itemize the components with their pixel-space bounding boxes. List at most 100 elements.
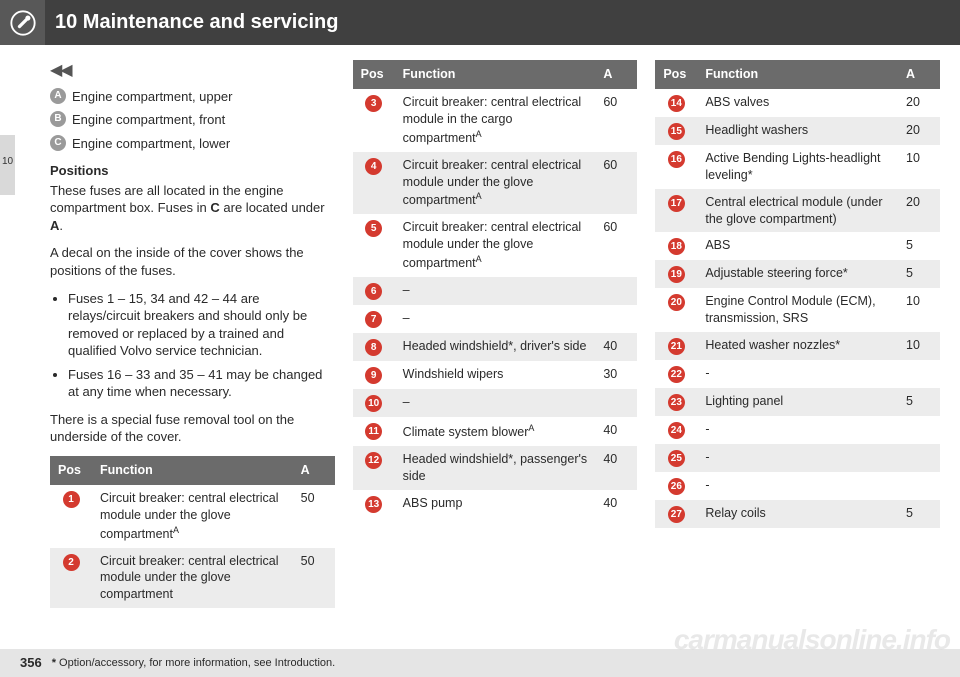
pos-number-icon: 2 <box>63 554 80 571</box>
header-title: 10 Maintenance and servicing <box>45 9 338 36</box>
list-item: Fuses 16 – 33 and 35 – 41 may be changed… <box>68 366 335 401</box>
amp-cell <box>898 444 940 472</box>
func-cell: Windshield wipers <box>395 361 596 389</box>
table-row: 11Climate system blowerA40 <box>353 417 638 446</box>
pos-number-icon: 9 <box>365 367 382 384</box>
amp-cell: 10 <box>898 145 940 189</box>
th-amp: A <box>898 60 940 89</box>
th-amp: A <box>293 456 335 485</box>
column-2: Pos Function A 3 Circuit breaker: central… <box>353 60 638 627</box>
positions-intro-b: are located under <box>220 200 325 215</box>
pos-cell: 6 <box>353 277 395 305</box>
key-text: Engine compartment, upper <box>72 88 232 106</box>
pos-number-icon: 21 <box>668 338 685 355</box>
pos-cell: 17 <box>655 189 697 233</box>
key-text: Engine compartment, front <box>72 111 225 129</box>
amp-cell: 10 <box>898 288 940 332</box>
func-cell: – <box>395 305 596 333</box>
amp-cell: 20 <box>898 89 940 117</box>
chapter-tab: 10 <box>0 135 15 195</box>
func-cell: ABS pump <box>395 490 596 518</box>
table-row: 10– <box>353 389 638 417</box>
th-pos: Pos <box>353 60 395 89</box>
pos-cell: 22 <box>655 360 697 388</box>
pos-cell: 21 <box>655 332 697 360</box>
func-cell: Circuit breaker: central electrical modu… <box>92 485 293 548</box>
table-row: 25- <box>655 444 940 472</box>
amp-cell: 5 <box>898 388 940 416</box>
table-row: 20Engine Control Module (ECM), transmiss… <box>655 288 940 332</box>
pos-cell: 8 <box>353 333 395 361</box>
func-cell: - <box>697 416 898 444</box>
pos-number-icon: 5 <box>365 220 382 237</box>
pos-number-icon: 18 <box>668 238 685 255</box>
pos-cell: 3 <box>353 89 395 152</box>
func-cell: Relay coils <box>697 500 898 528</box>
func-cell: – <box>395 277 596 305</box>
pos-cell: 1 <box>50 485 92 548</box>
continued-marker: ◀◀ <box>50 60 335 82</box>
table-row: 16Active Bending Lights-headlight leveli… <box>655 145 940 189</box>
amp-cell: 60 <box>595 89 637 152</box>
pos-number-icon: 15 <box>668 123 685 140</box>
amp-cell: 5 <box>898 500 940 528</box>
func-cell: Active Bending Lights-headlight leveling… <box>697 145 898 189</box>
func-cell: – <box>395 389 596 417</box>
pos-cell: 2 <box>50 548 92 609</box>
pos-cell: 4 <box>353 152 395 215</box>
table-row: 26- <box>655 472 940 500</box>
table-row: 1 Circuit breaker: central electrical mod… <box>50 485 335 548</box>
pos-cell: 25 <box>655 444 697 472</box>
table-row: 22- <box>655 360 940 388</box>
pos-number-icon: 1 <box>63 491 80 508</box>
th-func: Function <box>395 60 596 89</box>
column-3: Pos Function A 14ABS valves2015Headlight… <box>655 60 940 627</box>
fuse-table-1: Pos Function A 1Circuit breaker: central… <box>50 456 335 608</box>
pos-number-icon: 8 <box>365 339 382 356</box>
amp-cell: 10 <box>898 332 940 360</box>
pos-cell: 23 <box>655 388 697 416</box>
pos-cell: 19 <box>655 260 697 288</box>
positions-intro-bold2: A <box>50 218 59 233</box>
amp-cell: 40 <box>595 446 637 490</box>
pos-number-icon: 3 <box>365 95 382 112</box>
amp-cell: 40 <box>595 417 637 446</box>
func-cell: Climate system blowerA <box>395 417 596 446</box>
table-row: 21Heated washer nozzles*10 <box>655 332 940 360</box>
pos-number-icon: 13 <box>365 496 382 513</box>
page-header: 10 Maintenance and servicing <box>0 0 960 45</box>
pos-cell: 7 <box>353 305 395 333</box>
table-row: 6– <box>353 277 638 305</box>
pos-cell: 11 <box>353 417 395 446</box>
amp-cell <box>898 472 940 500</box>
pos-cell: 24 <box>655 416 697 444</box>
table-row: 14ABS valves20 <box>655 89 940 117</box>
func-cell: ABS valves <box>697 89 898 117</box>
th-pos: Pos <box>655 60 697 89</box>
func-cell: Central electrical module (under the glo… <box>697 189 898 233</box>
table-row: 23Lighting panel5 <box>655 388 940 416</box>
table-row: 27 Relay coils5 <box>655 500 940 528</box>
th-amp: A <box>595 60 637 89</box>
list-item: Fuses 1 – 15, 34 and 42 – 44 are relays/… <box>68 290 335 360</box>
pos-cell: 18 <box>655 232 697 260</box>
pos-cell: 13 <box>353 490 395 518</box>
amp-cell: 50 <box>293 548 335 609</box>
func-cell: - <box>697 444 898 472</box>
pos-number-icon: 27 <box>668 506 685 523</box>
func-cell: - <box>697 472 898 500</box>
column-1: ◀◀ AEngine compartment, upperBEngine com… <box>50 60 335 627</box>
func-cell: ABS <box>697 232 898 260</box>
table-row: 9Windshield wipers30 <box>353 361 638 389</box>
pos-cell: 27 <box>655 500 697 528</box>
pos-cell: 10 <box>353 389 395 417</box>
pos-number-icon: 23 <box>668 394 685 411</box>
amp-cell: 40 <box>595 333 637 361</box>
pos-number-icon: 22 <box>668 366 685 383</box>
func-cell: Circuit breaker: central electrical modu… <box>395 152 596 215</box>
key-letter-icon: C <box>50 135 66 151</box>
content-area: ◀◀ AEngine compartment, upperBEngine com… <box>50 60 940 627</box>
amp-cell: 5 <box>898 260 940 288</box>
func-cell: Circuit breaker: central electrical modu… <box>92 548 293 609</box>
amp-cell <box>898 360 940 388</box>
